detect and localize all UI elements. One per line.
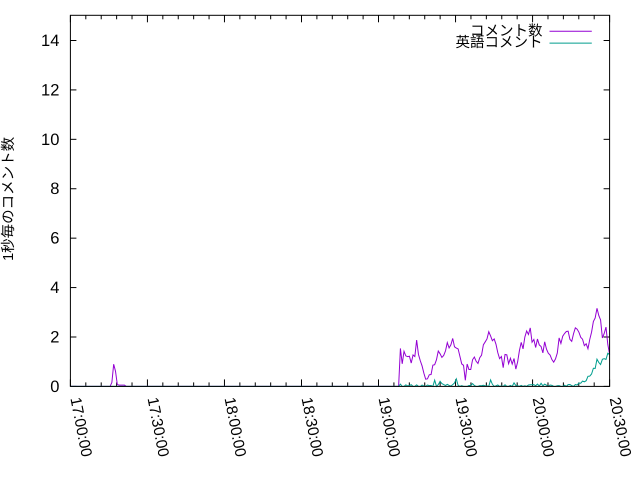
svg-text:6: 6 [50, 230, 59, 248]
svg-text:0: 0 [50, 378, 59, 396]
svg-text:12: 12 [41, 81, 59, 99]
svg-text:4: 4 [50, 279, 59, 297]
svg-text:1秒毎のコメント数: 1秒毎のコメント数 [0, 136, 17, 261]
svg-text:10: 10 [41, 131, 59, 149]
svg-text:2: 2 [50, 328, 59, 346]
svg-text:英語コメント: 英語コメント [456, 34, 543, 51]
svg-text:14: 14 [41, 32, 59, 50]
svg-text:8: 8 [50, 180, 59, 198]
